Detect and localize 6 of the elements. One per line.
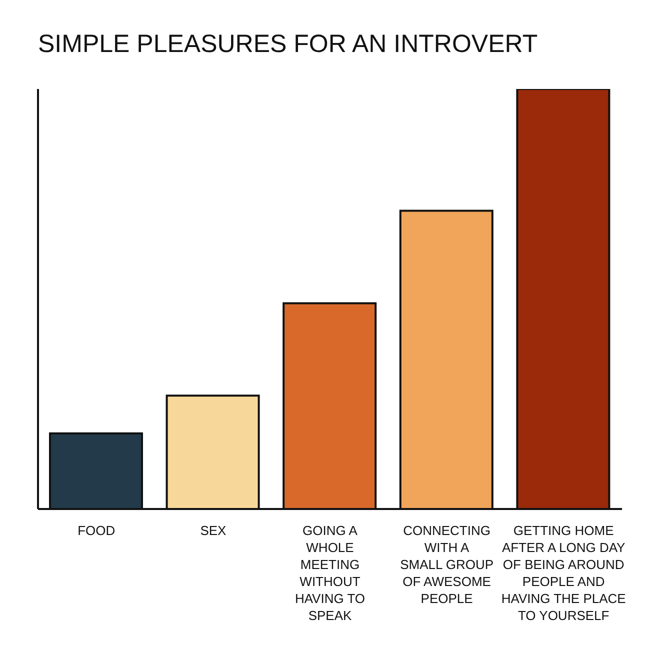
x-tick-label: SEX — [200, 523, 227, 538]
x-tick-label: FOOD — [78, 523, 116, 538]
chart-title: SIMPLE PLEASURES FOR AN INTROVERT — [37, 29, 539, 59]
x-tick-label: GETTING HOME AFTER A LONG DAY OF BEING AROUND PEOPLE AND HAVING THE PLACE TO YOURSELF — [501, 523, 626, 623]
x-tick-label: CONNECTING WITH A SMALL GROUP OF AWESOME PEOPLE — [400, 523, 494, 606]
x-tick-label: GOING A WHOLE MEETING WITHOUT HAVING TO SPEAK — [294, 523, 366, 623]
